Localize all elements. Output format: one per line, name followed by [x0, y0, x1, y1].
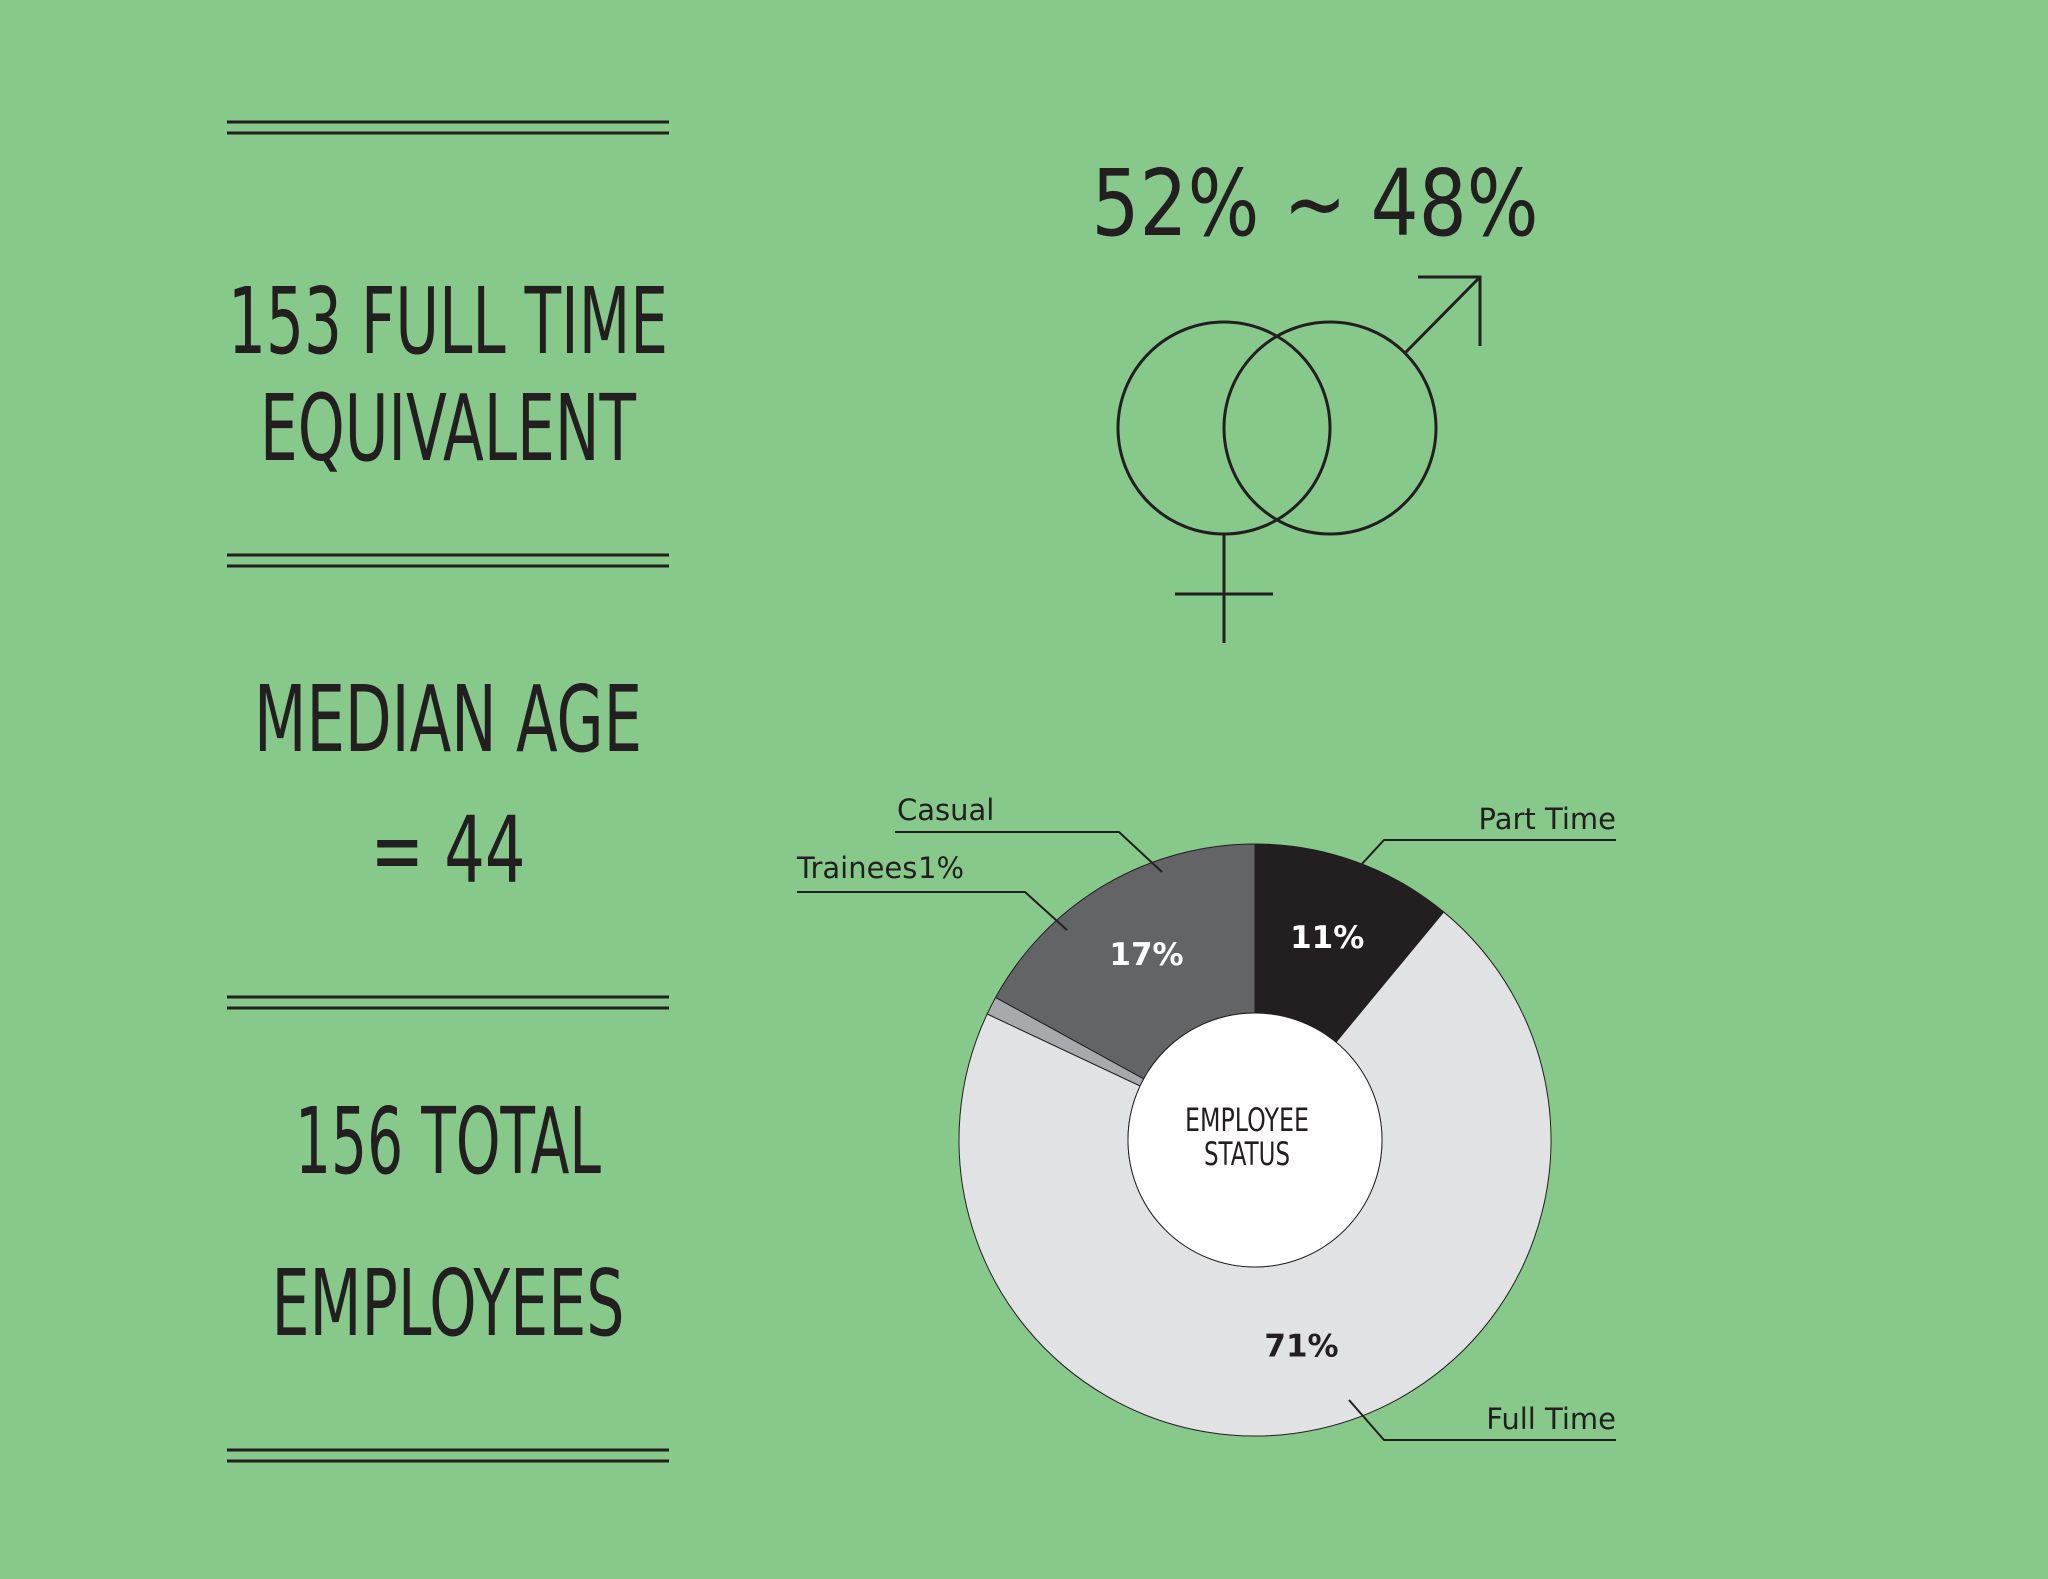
stat-line: = 44 — [371, 797, 526, 904]
data-label: 1% — [918, 851, 964, 885]
donut-hole — [1127, 1012, 1383, 1268]
data-label: 17% — [1109, 937, 1183, 973]
leader-line — [1348, 1399, 1616, 1441]
category-label: Casual — [897, 793, 994, 827]
gender-symbol — [1116, 275, 1482, 643]
stat-line: EMPLOYEES — [272, 1250, 625, 1357]
stat-line: 153 FULL TIME — [228, 268, 668, 375]
center-label: EMPLOYEE — [1185, 1101, 1309, 1139]
leader-line — [1348, 839, 1616, 879]
stat-line: MEDIAN AGE — [254, 666, 642, 773]
divider — [227, 120, 669, 1463]
data-label: 11% — [1290, 920, 1364, 956]
center-label: STATUS — [1204, 1135, 1290, 1173]
data-label: 71% — [1264, 1328, 1338, 1364]
gender-ratio: 52% ~ 48% — [1092, 150, 1539, 257]
stat-line: EQUIVALENT — [260, 375, 637, 482]
category-label: Trainees — [796, 851, 917, 885]
stat-line: 156 TOTAL — [295, 1088, 601, 1195]
leader-line — [895, 831, 1163, 873]
category-label: Full Time — [1486, 1402, 1616, 1436]
leader-line — [797, 891, 1068, 931]
category-label: Part Time — [1479, 802, 1616, 836]
